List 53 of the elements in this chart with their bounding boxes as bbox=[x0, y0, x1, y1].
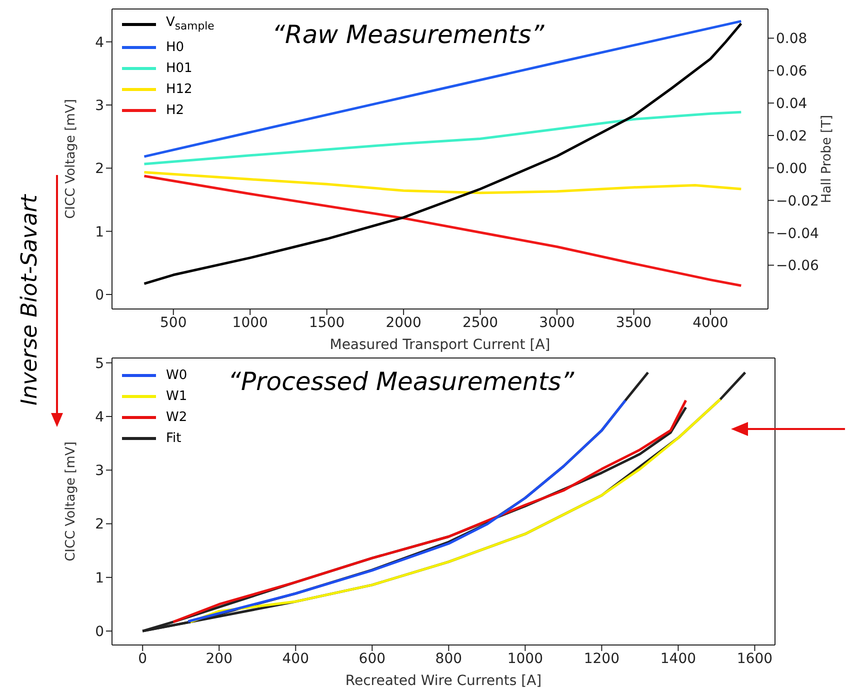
y-tick-label: 1 bbox=[95, 570, 104, 586]
legend-label: H01 bbox=[166, 60, 192, 78]
text: Inverse Biot-Savart bbox=[18, 194, 42, 406]
annotation: “Processed Measurements” bbox=[228, 367, 574, 396]
x-tick-label: 1400 bbox=[660, 650, 696, 667]
x-axis-title: Recreated Wire Currents [A] bbox=[345, 673, 542, 689]
y2-tick-label: 0.08 bbox=[776, 31, 808, 48]
y2-tick-label: 0.06 bbox=[776, 64, 808, 80]
x-tick-label: 800 bbox=[435, 650, 462, 667]
legend-label: H2 bbox=[166, 102, 184, 120]
x-tick-label: 2500 bbox=[462, 314, 498, 331]
annotation: “Raw Measurements” bbox=[272, 20, 544, 49]
legend-label: H12 bbox=[166, 80, 192, 99]
x-tick-label: 3500 bbox=[616, 314, 652, 331]
y-tick-label: 2 bbox=[95, 516, 104, 533]
y-tick-label: 2 bbox=[95, 161, 104, 178]
x-tick-label: 3000 bbox=[539, 314, 575, 331]
y2-tick-label: 0.00 bbox=[776, 160, 808, 177]
x-tick-label: 1500 bbox=[309, 314, 345, 331]
legend-label: V$_{sample}$ bbox=[166, 14, 214, 35]
x-tick-label: 500 bbox=[160, 314, 187, 331]
x-tick-label: 400 bbox=[282, 650, 310, 667]
x-axis-title: Measured Transport Current [A] bbox=[330, 337, 550, 353]
y-tick-label: 1 bbox=[95, 224, 104, 240]
x-tick-label: 1000 bbox=[507, 650, 543, 667]
x-tick-label: 1000 bbox=[232, 314, 268, 331]
y-tick-label: 5 bbox=[95, 356, 104, 372]
legend-label: H0 bbox=[166, 38, 184, 57]
legend-label: W2 bbox=[166, 409, 188, 427]
y-tick-label: 4 bbox=[95, 409, 104, 426]
x-tick-label: 4000 bbox=[692, 314, 728, 331]
y-tick-label: 0 bbox=[95, 624, 104, 640]
y2-tick-label: −0.02 bbox=[776, 193, 819, 210]
legend-label: Fit bbox=[166, 430, 182, 448]
y2-tick-label: 0.02 bbox=[776, 128, 808, 144]
y2-axis-title: Hall Probe [T] bbox=[820, 114, 835, 204]
y2-tick-label: −0.04 bbox=[776, 226, 819, 242]
y-axis-title: CICC Voltage [mV] bbox=[64, 442, 79, 562]
y-tick-label: 3 bbox=[95, 98, 104, 114]
x-tick-label: 0 bbox=[138, 650, 148, 667]
y-tick-label: 0 bbox=[95, 287, 104, 304]
x-tick-label: 200 bbox=[206, 650, 232, 667]
legend-label: W0 bbox=[166, 367, 188, 385]
y-axis-title: CICC Voltage [mV] bbox=[64, 99, 79, 219]
x-tick-label: 1600 bbox=[736, 650, 773, 667]
y2-tick-label: 0.04 bbox=[776, 96, 808, 112]
y-tick-label: 3 bbox=[95, 463, 104, 480]
x-tick-label: 600 bbox=[358, 650, 386, 667]
y2-tick-label: −0.06 bbox=[776, 258, 819, 274]
y-tick-label: 4 bbox=[95, 34, 104, 51]
x-tick-label: 1200 bbox=[584, 650, 620, 667]
x-tick-label: 2000 bbox=[386, 314, 422, 331]
legend-label: W1 bbox=[166, 388, 188, 406]
